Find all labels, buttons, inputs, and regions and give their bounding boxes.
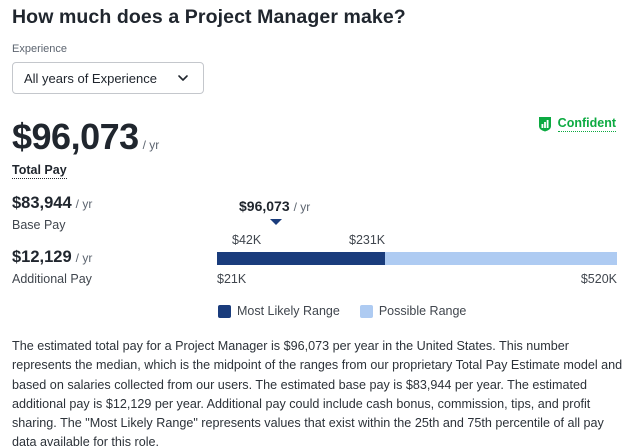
possible-range-bar: [217, 252, 617, 265]
page-title: How much does a Project Manager make?: [12, 6, 406, 28]
likely-range-bar: [217, 252, 385, 265]
legend-item-likely: Most Likely Range: [218, 304, 340, 318]
legend-item-possible: Possible Range: [359, 304, 467, 318]
experience-label: Experience: [12, 43, 68, 55]
base-pay-value: $83,944: [12, 194, 72, 212]
total-pay-unit: / yr: [142, 138, 160, 152]
additional-pay-amount: $12,129 / yr: [12, 248, 92, 267]
likely-range-high-label: $231K: [349, 233, 386, 247]
total-pay-label[interactable]: Total Pay: [12, 163, 67, 179]
confidence-shield-icon: [538, 117, 551, 132]
legend-label-likely: Most Likely Range: [237, 304, 340, 318]
base-pay-unit: / yr: [75, 197, 93, 211]
total-pay-amount: $96,073 / yr: [12, 116, 159, 158]
possible-range-high-label: $520K: [580, 272, 617, 286]
experience-select-value: All years of Experience: [24, 70, 157, 86]
median-pay-label: $96,073 / yr: [239, 198, 310, 214]
legend-swatch-likely: [218, 304, 231, 318]
legend-swatch-possible: [359, 304, 373, 318]
additional-pay-value: $12,129: [12, 248, 72, 266]
likely-range-low-label: $42K: [232, 233, 262, 247]
range-legend: Most Likely Range Possible Range: [218, 304, 486, 318]
base-pay-label: Base Pay: [12, 218, 66, 232]
median-pay-unit: / yr: [293, 200, 311, 214]
base-pay-amount: $83,944 / yr: [12, 194, 92, 213]
experience-select[interactable]: All years of Experience: [12, 62, 204, 94]
additional-pay-unit: / yr: [75, 251, 93, 265]
legend-label-possible: Possible Range: [378, 304, 467, 318]
additional-pay-label: Additional Pay: [12, 272, 92, 286]
chevron-down-icon: [178, 75, 188, 81]
total-pay-value: $96,073: [12, 116, 139, 157]
possible-range-low-label: $21K: [217, 272, 247, 286]
median-pay-value: $96,073: [239, 198, 290, 214]
median-marker: [270, 219, 282, 225]
confidence-indicator[interactable]: Confident: [538, 116, 616, 132]
confidence-label: Confident: [557, 116, 616, 132]
pay-description: The estimated total pay for a Project Ma…: [12, 339, 623, 448]
